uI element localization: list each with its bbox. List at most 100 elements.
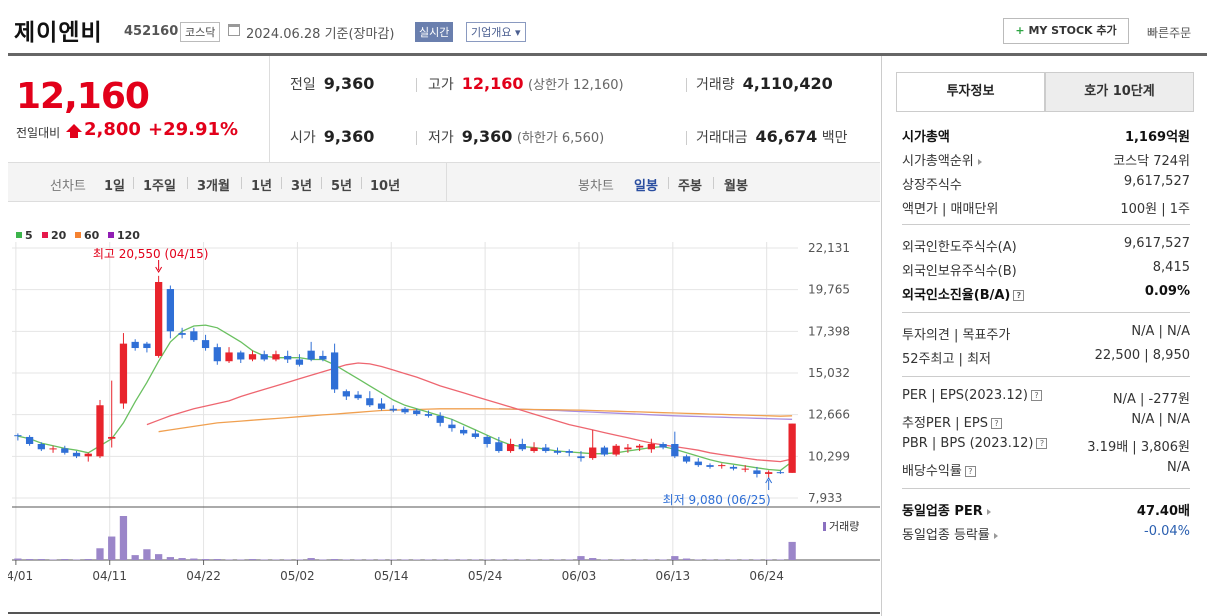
candle-body <box>542 447 550 452</box>
period-3y[interactable]: 3년 <box>291 179 313 194</box>
low-arrow-head <box>765 477 773 484</box>
volume-bar <box>178 558 186 560</box>
period-1d[interactable]: 1일 <box>104 179 126 194</box>
volume: 거래량 4,110,420 <box>696 74 833 94</box>
info-row-label: 외국인보유주식수(B) <box>902 264 1017 279</box>
prev-close-label: 전일 <box>290 77 316 93</box>
candle-body <box>659 443 667 448</box>
info-row: 추정PER | EPS? N/A | N/A <box>902 412 1190 434</box>
help-icon[interactable]: ? <box>1030 390 1042 401</box>
candle-body <box>788 423 796 473</box>
info-row-label[interactable]: 배당수익률? <box>902 460 976 479</box>
help-icon[interactable]: ? <box>1036 438 1048 449</box>
legend-swatch <box>42 232 48 238</box>
info-row-label[interactable]: PBR | BPS (2023.12)? <box>902 436 1048 451</box>
low-value: 9,360 <box>461 127 513 146</box>
info-row-label[interactable]: 추정PER | EPS? <box>902 412 1002 431</box>
info-row-label[interactable]: PER | EPS(2023.12)? <box>902 388 1042 403</box>
prev-close-value: 9,360 <box>323 74 375 93</box>
period-5y[interactable]: 5년 <box>331 179 353 194</box>
candle-body <box>424 414 433 416</box>
y-tick-label: 22,131 <box>808 241 850 255</box>
divider <box>416 131 417 145</box>
help-icon[interactable]: ? <box>990 418 1002 429</box>
info-row: 외국인소진율(B/A)? 0.09% <box>902 284 1190 306</box>
high-annotation: 최고 20,550 (04/15) <box>93 247 209 261</box>
candle-body <box>272 354 280 360</box>
info-row: PBR | BPS (2023.12)? 3.19배 | 3,806원 <box>902 436 1190 458</box>
volume-bar <box>61 559 69 560</box>
info-row-label[interactable]: 외국인소진율(B/A)? <box>902 284 1025 303</box>
volume-legend-swatch <box>823 522 826 531</box>
company-overview-label: 기업개요 <box>471 26 512 39</box>
candle-body <box>671 443 679 457</box>
line-chart-label: 선차트 <box>50 179 86 194</box>
candle-body <box>600 447 609 455</box>
volume-bar <box>166 557 175 560</box>
price-info-grid: 전일 9,360 고가 12,160 (상한가 12,160) 거래량 4,110,4… <box>270 56 880 162</box>
info-row-label[interactable]: 동일업종 등락률 <box>902 524 998 543</box>
info-row-value: -0.04% <box>1144 524 1190 539</box>
candle-body <box>319 355 327 360</box>
volume-bar <box>84 559 92 560</box>
volume-label: 거래량 <box>696 77 735 93</box>
prev-close: 전일 9,360 <box>290 74 374 94</box>
change-label: 전일대비 <box>16 126 61 140</box>
candle-body <box>612 445 620 455</box>
candle-weekly[interactable]: 주봉 <box>678 179 702 194</box>
volume-bar <box>25 559 34 560</box>
legend-label: 5 <box>25 229 33 242</box>
info-row-value: 47.40배 <box>1136 504 1190 519</box>
ma60-line <box>158 408 793 433</box>
company-overview-dropdown[interactable]: 기업개요 ▾ <box>466 22 526 42</box>
legend-label: 20 <box>51 229 67 242</box>
help-icon[interactable]: ? <box>964 466 976 477</box>
info-row: 액면가 | 매매단위 100원 | 1주 <box>902 198 1190 220</box>
period-10y[interactable]: 10년 <box>370 179 401 194</box>
candle-body <box>143 343 151 349</box>
x-tick-label: 06/03 <box>562 569 597 583</box>
candle-body <box>741 468 749 470</box>
candle-body <box>354 394 362 399</box>
candle-chart-label: 봉차트 <box>578 179 614 194</box>
info-row-value: N/A | N/A <box>1131 412 1190 427</box>
legend-swatch <box>108 232 114 238</box>
info-row-value: 22,500 | 8,950 <box>1094 348 1190 363</box>
tab-investment-info[interactable]: 투자정보 <box>896 72 1045 112</box>
open-value: 9,360 <box>323 127 375 146</box>
candle-body <box>577 456 585 459</box>
info-row-value: 코스닥 724위 <box>1113 154 1190 169</box>
info-row-label[interactable]: 동일업종 PER <box>902 500 991 519</box>
mystock-add-button[interactable]: + MY STOCK 추가 <box>1003 18 1129 44</box>
quick-order-link[interactable]: 빠른주문 <box>1147 26 1192 40</box>
period-1y[interactable]: 1년 <box>251 179 273 194</box>
realtime-button[interactable]: 실시간 <box>415 22 454 42</box>
x-tick-label: 05/14 <box>374 569 409 583</box>
candle-body <box>776 472 785 474</box>
candle-body <box>49 448 57 450</box>
volume-bar <box>671 556 679 560</box>
candle-daily[interactable]: 일봉 <box>634 179 658 194</box>
chart-bottom-border <box>8 612 880 614</box>
chevron-right-icon <box>977 158 982 165</box>
chevron-down-icon: ▾ <box>514 26 521 39</box>
volume-bar <box>37 559 45 560</box>
candle-body <box>96 405 104 457</box>
period-1w[interactable]: 1주일 <box>143 179 176 194</box>
candle-body <box>389 408 397 411</box>
candle-monthly[interactable]: 월봉 <box>724 179 748 194</box>
candle-body <box>155 282 163 356</box>
x-tick-label: 04/01 <box>8 569 33 583</box>
up-arrow-icon <box>66 124 82 132</box>
info-row: 시가총액 1,169억원 <box>902 126 1190 148</box>
info-row-label[interactable]: 시가총액순위 <box>902 150 982 169</box>
candle-body <box>72 452 81 457</box>
help-icon[interactable]: ? <box>1013 290 1025 301</box>
panel-divider <box>902 224 1190 225</box>
candle-body <box>706 465 714 467</box>
stock-name: 제이엔비 <box>14 20 103 46</box>
period-3m[interactable]: 3개월 <box>197 179 230 194</box>
tab-orderbook[interactable]: 호가 10단계 <box>1045 72 1194 112</box>
high-price: 고가 12,160 (상한가 12,160) <box>428 74 624 94</box>
investment-info-panel: 투자정보 호가 10단계 시가총액 1,169억원 시가총액순위 코스닥 724위 상장… <box>881 56 1207 616</box>
